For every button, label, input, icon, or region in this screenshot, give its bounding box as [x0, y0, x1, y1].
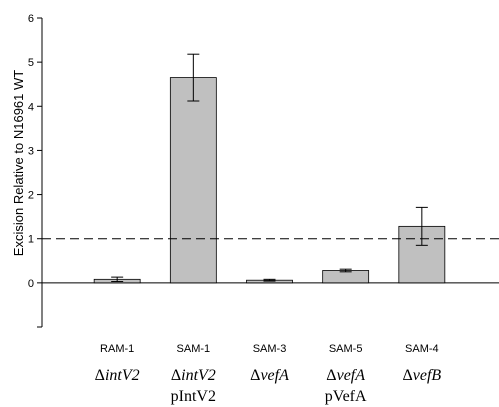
complement-label: pIntV2: [171, 388, 216, 405]
x-category-label: RAM-1: [100, 343, 134, 355]
y-tick-label: 6: [28, 13, 34, 25]
y-tick-label: 4: [28, 101, 34, 113]
x-category-label: SAM-1: [177, 343, 211, 355]
y-tick-label: 2: [28, 190, 34, 202]
y-tick-label: 5: [28, 57, 34, 69]
x-category-label: SAM-3: [253, 343, 287, 355]
genotype-label: ΔvefB: [402, 367, 441, 384]
plot-area: 0 1 2 3 4 5 6 RAM-1 ΔintV2 SAM-1 ΔintV2 pIntV2 SAM-3…: [28, 13, 499, 405]
y-axis-label: Excision Relative to N16961 WT: [11, 70, 26, 256]
genotype-label: ΔintV2: [171, 367, 216, 384]
bar-SAM-1: [169, 77, 217, 284]
genotype-label: ΔvefA: [250, 367, 289, 384]
x-category-label: SAM-4: [405, 343, 439, 355]
y-tick-label: 0: [28, 278, 34, 290]
genotype-label: ΔvefA: [326, 367, 365, 384]
genotype-label: ΔintV2: [95, 367, 140, 384]
complement-label: pVefA: [325, 388, 367, 405]
bar-SAM-5: [322, 270, 370, 284]
x-category-label: SAM-5: [329, 343, 363, 355]
y-tick-label: 3: [28, 145, 34, 157]
y-tick-label: 1: [28, 234, 34, 246]
